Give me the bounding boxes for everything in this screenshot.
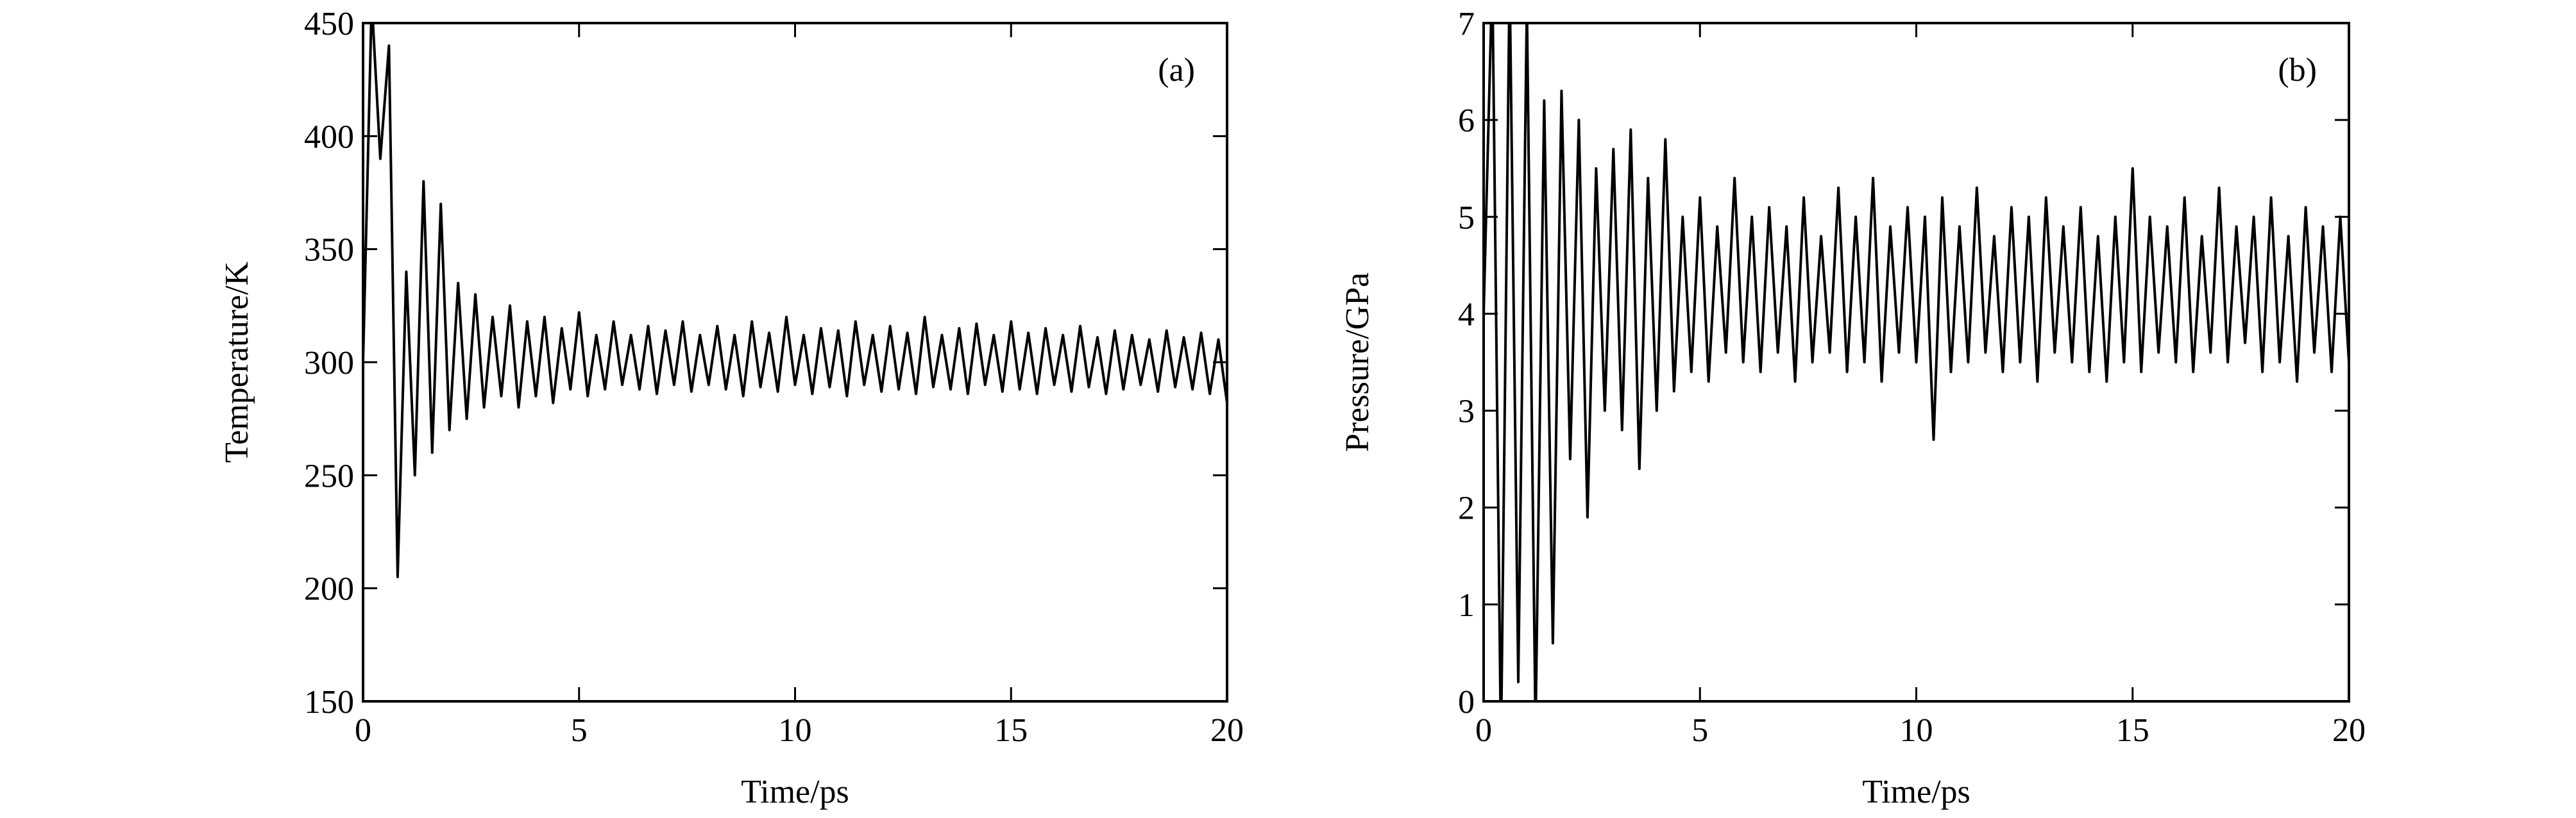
y-tick-label: 400 (304, 119, 354, 155)
x-tick-label: 15 (2116, 712, 2149, 749)
x-axis-label: Time/ps (1862, 774, 1970, 810)
x-tick-label: 0 (355, 712, 371, 749)
x-tick-label: 20 (1210, 712, 1244, 749)
data-line (363, 23, 1227, 578)
y-tick-label: 250 (304, 458, 354, 494)
x-tick-label: 15 (994, 712, 1028, 749)
x-tick-label: 10 (779, 712, 812, 749)
plot-frame (362, 22, 1228, 703)
x-axis-label: Time/ps (741, 774, 849, 810)
y-tick-label: 0 (1458, 684, 1475, 721)
panel-label: (a) (1158, 52, 1195, 88)
x-tick-label: 5 (571, 712, 588, 749)
x-tick-label: 20 (2332, 712, 2366, 749)
y-tick-label: 4 (1458, 296, 1475, 333)
y-tick-label: 7 (1458, 6, 1475, 42)
y-tick-label: 300 (304, 345, 354, 381)
data-line (1484, 23, 2349, 701)
y-axis-label: Pressure/GPa (1339, 272, 1376, 452)
y-tick-label: 5 (1458, 199, 1475, 236)
y-tick-label: 6 (1458, 103, 1475, 139)
y-tick-label: 150 (304, 684, 354, 721)
y-tick-label: 450 (304, 6, 354, 42)
x-tick-label: 0 (1475, 712, 1492, 749)
x-tick-label: 5 (1691, 712, 1708, 749)
y-tick-label: 350 (304, 232, 354, 269)
y-tick-label: 2 (1458, 490, 1475, 527)
y-tick-label: 3 (1458, 394, 1475, 430)
y-axis-label: Temperature/K (219, 262, 255, 463)
y-tick-label: 1 (1458, 587, 1475, 624)
y-tick-label: 200 (304, 571, 354, 608)
x-tick-label: 10 (1900, 712, 1933, 749)
panel-label: (b) (2278, 52, 2317, 88)
